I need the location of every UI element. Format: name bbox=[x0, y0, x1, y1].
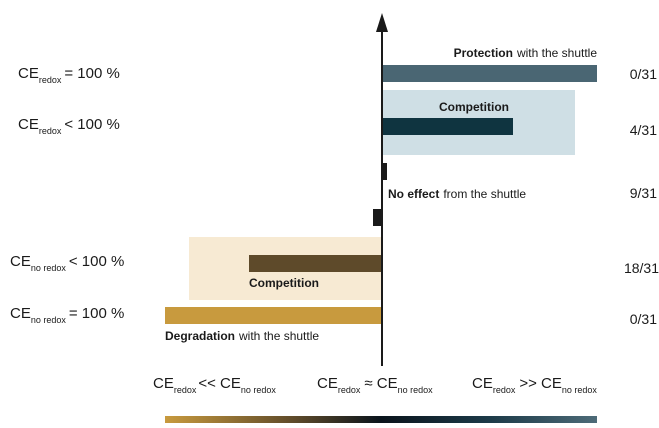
protection-bar bbox=[382, 65, 597, 82]
count: 9/31 bbox=[630, 185, 657, 201]
axis-label: CEredox >> CEno redox bbox=[472, 375, 597, 395]
count: 4/31 bbox=[630, 122, 657, 138]
row-label: CEno redox = 100 % bbox=[10, 305, 124, 325]
count: 0/31 bbox=[630, 311, 657, 327]
no-effect-bar bbox=[373, 209, 382, 226]
row-label: CEredox < 100 % bbox=[18, 116, 120, 136]
bar-label: Protection with the shuttle bbox=[454, 46, 598, 60]
bar-label: Competition bbox=[249, 276, 319, 290]
row-label: CEredox = 100 % bbox=[18, 65, 120, 85]
competition-bar bbox=[382, 118, 513, 135]
axis-arrow bbox=[376, 13, 388, 32]
gradient-bar bbox=[165, 416, 597, 423]
bar-label: No effect from the shuttle bbox=[388, 187, 526, 201]
no-effect-bar bbox=[382, 163, 387, 180]
degradation-bar bbox=[165, 307, 382, 324]
count: 18/31 bbox=[624, 260, 659, 276]
competition-bar bbox=[249, 255, 382, 272]
axis-label: CEredox << CEno redox bbox=[153, 375, 276, 395]
row-label: CEno redox < 100 % bbox=[10, 253, 124, 273]
bar-label: Competition bbox=[439, 100, 509, 114]
axis-label: CEredox ≈ CEno redox bbox=[317, 375, 433, 395]
count: 0/31 bbox=[630, 66, 657, 82]
bar-label: Degradation with the shuttle bbox=[165, 329, 319, 343]
